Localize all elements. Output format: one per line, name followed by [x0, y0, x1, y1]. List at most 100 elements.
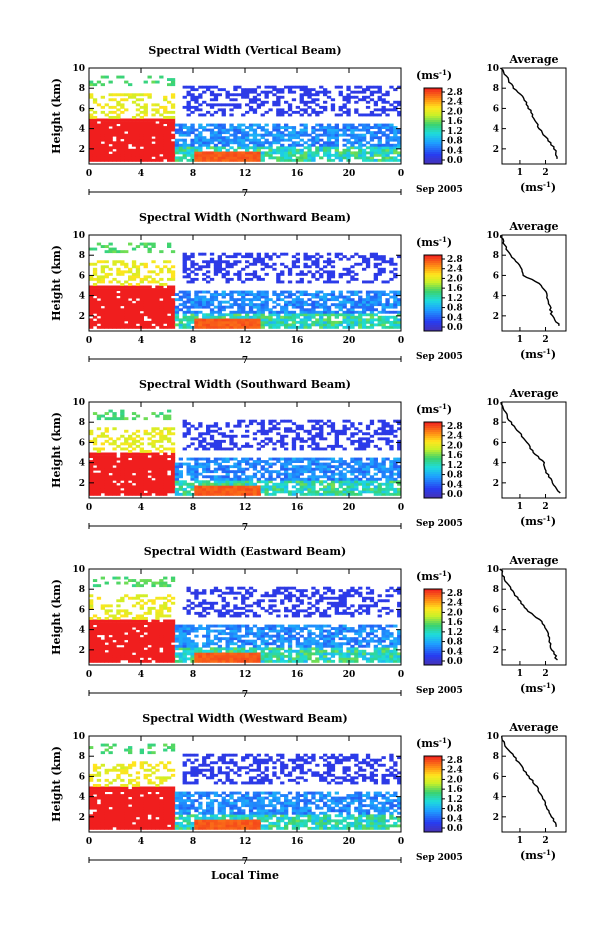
heatmap-cell: [326, 305, 332, 309]
heatmap-cell: [209, 482, 215, 486]
heatmap-cell: [217, 103, 222, 107]
heatmap-cell: [206, 260, 211, 264]
heatmap-cell: [280, 280, 285, 284]
heatmap-cell: [377, 419, 382, 423]
heatmap-cell: [155, 285, 160, 289]
heatmap-cell: [131, 596, 137, 600]
heatmap-cell: [334, 303, 339, 307]
heatmap-cell: [365, 85, 371, 89]
heatmap-cell: [252, 275, 258, 279]
heatmap-cell: [287, 323, 293, 327]
heatmap-cell: [311, 303, 316, 307]
heatmap-cell: [151, 138, 156, 142]
heatmap-cell: [182, 138, 187, 142]
heatmap-cell: [190, 305, 195, 309]
heatmap-cell: [225, 151, 230, 155]
heatmap-cell: [202, 318, 207, 322]
heatmap-cell: [284, 477, 289, 481]
heatmap-cell: [241, 113, 246, 117]
heatmap-cell: [167, 427, 172, 431]
heatmap-cell: [143, 432, 148, 436]
heatmap-cell: [131, 647, 137, 651]
heatmap-cell: [163, 303, 168, 307]
heatmap-cell: [307, 475, 312, 479]
panel-title: Spectral Width (Southward Beam): [139, 378, 351, 391]
heatmap-cell: [393, 100, 398, 104]
heatmap-cell: [237, 128, 242, 132]
heatmap-cell: [198, 487, 203, 491]
heatmap-cell: [89, 485, 94, 489]
heatmap-cell: [159, 303, 164, 307]
heatmap-cell: [128, 285, 133, 289]
heatmap-cell: [170, 151, 176, 155]
heatmap-cell: [350, 277, 355, 281]
heatmap-cell: [131, 315, 137, 319]
heatmap-cell: [221, 318, 226, 322]
heatmap-cell: [315, 98, 320, 102]
heatmap-cell: [92, 480, 98, 484]
heatmap-cell: [202, 485, 207, 489]
heatmap-cell: [120, 75, 125, 79]
heatmap-cell: [128, 300, 133, 304]
heatmap-cell: [139, 318, 144, 322]
heatmap-cell: [338, 460, 343, 463]
heatmap-cell: [100, 300, 105, 304]
avg-y-tick-label: 8: [493, 251, 499, 261]
heatmap-cell: [381, 158, 386, 162]
heatmap-cell: [323, 88, 328, 92]
heatmap-cell: [362, 305, 367, 309]
heatmap-cell: [89, 617, 94, 620]
heatmap-cell: [124, 472, 129, 476]
day-label: 7: [242, 189, 248, 199]
heatmap-cell: [229, 325, 234, 329]
heatmap-cell: [397, 136, 402, 140]
heatmap-cell: [229, 255, 234, 259]
heatmap-cell: [89, 637, 94, 641]
heatmap-cell: [241, 325, 246, 329]
heatmap-cell: [237, 313, 242, 317]
heatmap-cell: [198, 325, 203, 329]
heatmap-cell: [112, 427, 117, 431]
heatmap-cell: [248, 310, 254, 314]
heatmap-cell: [393, 131, 398, 135]
colorbar-segment: [424, 454, 442, 457]
heatmap-cell: [131, 116, 137, 119]
heatmap-cell: [139, 298, 144, 302]
heatmap-cell: [256, 257, 261, 261]
heatmap-cell: [128, 465, 133, 469]
heatmap-cell: [139, 105, 144, 109]
heatmap-cell: [100, 290, 105, 294]
heatmap-cell: [284, 429, 289, 433]
heatmap-cell: [233, 272, 238, 276]
heatmap-cell: [89, 143, 94, 147]
heatmap-cell: [100, 467, 105, 471]
heatmap-cell: [151, 153, 156, 157]
heatmap-cell: [128, 242, 133, 246]
heatmap-cell: [124, 480, 129, 484]
heatmap-cell: [299, 487, 304, 491]
heatmap-cell: [260, 303, 265, 307]
heatmap-cell: [139, 315, 144, 319]
heatmap-cell: [377, 298, 382, 302]
heatmap-cell: [362, 255, 367, 259]
heatmap-cell: [295, 320, 300, 324]
heatmap-cell: [116, 576, 121, 580]
heatmap-cell: [143, 470, 148, 474]
heatmap-cell: [100, 624, 105, 628]
heatmap-cell: [346, 123, 351, 127]
heatmap-cell: [268, 315, 273, 319]
heatmap-cell: [217, 148, 222, 152]
heatmap-cell: [131, 480, 137, 484]
heatmap-cell: [174, 480, 180, 484]
heatmap-cell: [92, 644, 98, 648]
heatmap-cell: [373, 108, 378, 112]
avg-y-tick-label: 2: [493, 479, 499, 489]
colorbar-segment: [424, 265, 442, 268]
heatmap-cell: [128, 472, 133, 476]
heatmap-cell: [334, 310, 339, 314]
heatmap-cell: [120, 133, 125, 137]
heatmap-cell: [229, 303, 234, 307]
heatmap-cell: [89, 118, 94, 122]
avg-y-tick-label: 10: [486, 398, 499, 408]
heatmap-cell: [159, 460, 164, 463]
